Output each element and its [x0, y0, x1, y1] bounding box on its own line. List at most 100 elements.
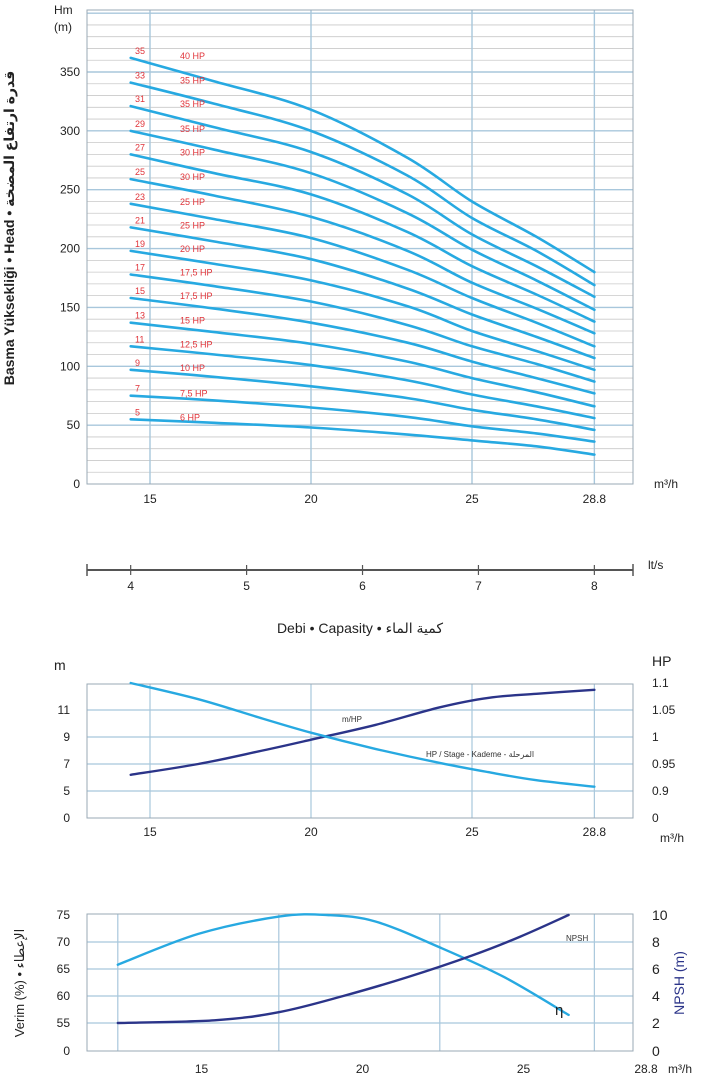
right-tick-label: 10	[652, 907, 668, 923]
head-chart-curves	[129, 56, 596, 456]
stage-count-label: 29	[135, 119, 145, 129]
stage-count-label: 21	[135, 215, 145, 225]
efficiency-chart-left-ticks: 0 55 60 65 70 75	[57, 908, 71, 1058]
power-chart: 0 5 7 9 11 0 0.9 0.95 1 1.05 1.1 15 20 25 28.8 m HP …	[54, 653, 684, 845]
power-rating-label: 17,5 HP	[180, 291, 213, 301]
efficiency-curve	[116, 913, 570, 1017]
efficiency-chart: 0 55 60 65 70 75 0 2 4 6 8 10 15 20 25 28.8 Verim (%)…	[12, 907, 692, 1076]
power-chart-x-ticks: 15 20 25 28.8	[143, 825, 606, 839]
head-curve-27-stages	[129, 153, 596, 323]
right-tick-label: 1.1	[652, 676, 669, 690]
power-rating-label: 40 HP	[180, 51, 205, 61]
y-tick-label: 50	[67, 418, 81, 432]
right-tick-label: 0.95	[652, 757, 676, 771]
stage-count-label: 15	[135, 286, 145, 296]
eff-x-unit: m³/h	[668, 1062, 692, 1076]
power-x-unit: m³/h	[660, 831, 684, 845]
x-tick-label: 20	[356, 1062, 370, 1076]
stage-count-label: 25	[135, 167, 145, 177]
efficiency-chart-right-ticks: 0 2 4 6 8 10	[652, 907, 668, 1059]
right-tick-label: 1	[652, 730, 659, 744]
stage-count-label: 33	[135, 71, 145, 81]
x-tick-label: 20	[304, 492, 318, 506]
power-rating-label: 20 HP	[180, 244, 205, 254]
stage-count-label: 17	[135, 262, 145, 272]
stage-count-label: 11	[135, 334, 144, 344]
head-chart-x-ticks: 15 20 25 28.8	[143, 492, 606, 506]
left-tick-label: 55	[57, 1016, 71, 1030]
head-chart-frame	[86, 9, 634, 485]
right-tick-label: 1.05	[652, 703, 676, 717]
y-tick-label: 200	[60, 242, 80, 256]
right-tick-label: 2	[652, 1015, 660, 1031]
flow-scale-unit: lt/s	[648, 558, 663, 572]
flow-scale-tick-label: 6	[359, 579, 366, 593]
npsh-curve	[116, 913, 570, 1025]
power-rating-label: 35 HP	[180, 99, 205, 109]
x-tick-label: 28.8	[583, 492, 607, 506]
head-chart-y-ticks: 0 50 100 150 200 250 300 350	[60, 65, 80, 491]
stage-count-label: 19	[135, 239, 145, 249]
y-tick-label: 300	[60, 124, 80, 138]
stage-count-label: 7	[135, 384, 140, 394]
head-curve-15-stages	[129, 296, 596, 395]
head-curve-31-stages	[129, 104, 596, 299]
x-tick-label: 15	[143, 825, 157, 839]
power-chart-left-ticks: 0 5 7 9 11	[58, 703, 71, 825]
stage-count-label: 23	[135, 192, 145, 202]
stage-count-label: 5	[135, 407, 140, 417]
left-tick-label: 0	[63, 1044, 70, 1058]
power-rating-label: 30 HP	[180, 147, 205, 157]
head-y-unit: (m)	[54, 20, 72, 34]
head-curve-21-stages	[129, 226, 596, 360]
flow-scale-ticks: 4 5 6 7 8	[127, 565, 598, 593]
left-tick-label: 9	[63, 730, 70, 744]
left-tick-label: 75	[57, 908, 71, 922]
x-tick-label: 25	[517, 1062, 531, 1076]
left-tick-label: 7	[63, 757, 70, 771]
stage-count-label: 9	[135, 358, 140, 368]
right-tick-label: 0	[652, 1043, 660, 1059]
x-tick-label: 20	[304, 825, 318, 839]
power-rating-label: 15 HP	[180, 316, 205, 326]
head-chart: 35 40 HP 33 35 HP 31 35 HP 29 35 HP 27 30 HP 25 30 …	[1, 3, 678, 506]
y-tick-label: 250	[60, 183, 80, 197]
right-tick-label: 0	[652, 811, 659, 825]
head-x-unit: m³/h	[654, 477, 678, 491]
flow-scale-tick-label: 7	[475, 579, 482, 593]
head-curve-33-stages	[129, 81, 596, 287]
power-chart-frame	[86, 683, 634, 819]
stage-count-label: 27	[135, 142, 145, 152]
head-side-label: Basma Yüksekliği • Head • قدرة ارتفاع ال…	[1, 71, 17, 386]
flow-scale-tick-label: 4	[127, 579, 134, 593]
power-rating-label: 35 HP	[180, 124, 205, 134]
power-rating-label: 6 HP	[180, 412, 200, 422]
left-tick-label: 70	[57, 935, 71, 949]
right-tick-label: 6	[652, 961, 660, 977]
head-curve-13-stages	[129, 321, 596, 408]
efficiency-chart-frame	[86, 913, 634, 1052]
annot-hp-per-stage: HP / Stage - Kademe - المرحلة	[426, 750, 534, 759]
head-curve-19-stages	[129, 249, 596, 372]
annot-m-per-hp: m/HP	[342, 715, 362, 724]
head-chart-curve-labels: 35 40 HP 33 35 HP 31 35 HP 29 35 HP 27 30 HP 25 30 …	[135, 46, 213, 422]
right-tick-label: 4	[652, 988, 660, 1004]
stage-count-label: 35	[135, 46, 145, 56]
left-tick-label: 11	[58, 703, 71, 717]
x-tick-label: 25	[465, 825, 479, 839]
power-chart-curves	[129, 681, 596, 788]
flow-caption: Debi • Capasity • كمية الماء	[277, 620, 443, 636]
head-curve-11-stages	[129, 345, 596, 420]
y-tick-label: 100	[60, 359, 80, 373]
y-tick-label: 0	[73, 477, 80, 491]
annot-npsh: NPSH	[566, 934, 588, 943]
hp-per-stage-curve	[129, 681, 596, 788]
flow-scale-tick-label: 5	[243, 579, 250, 593]
efficiency-chart-x-ticks: 15 20 25 28.8	[195, 1062, 658, 1076]
head-y-title: Hm	[54, 3, 73, 17]
head-curve-17-stages	[129, 273, 596, 383]
power-rating-label: 25 HP	[180, 220, 205, 230]
head-curve-23-stages	[129, 202, 596, 348]
efficiency-chart-curves	[116, 913, 570, 1025]
